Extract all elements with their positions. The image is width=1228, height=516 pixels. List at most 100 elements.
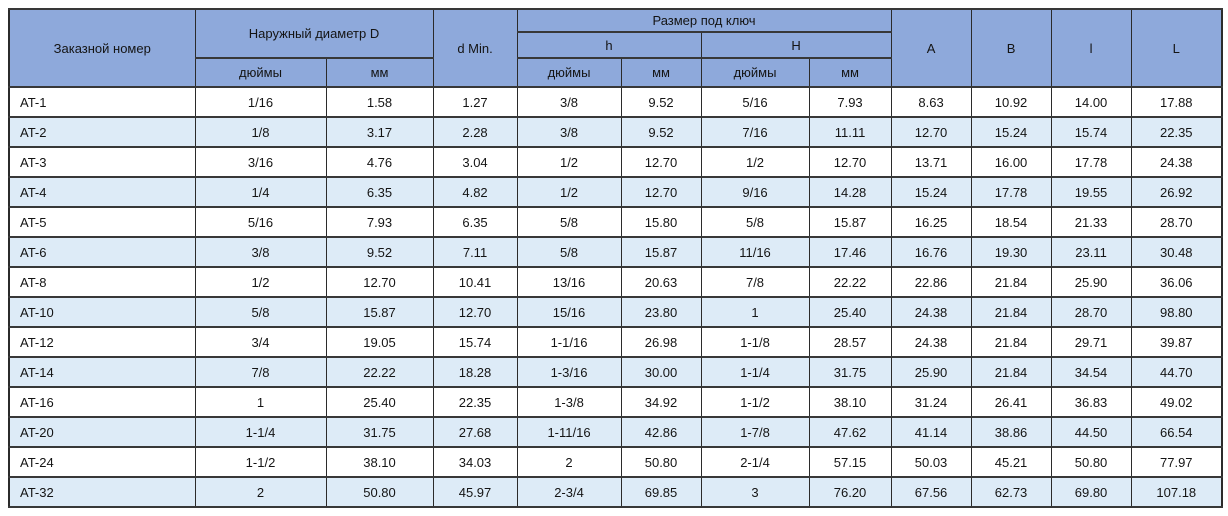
order-number-cell: AT-24 bbox=[8, 446, 196, 478]
header-l-small: l bbox=[1050, 8, 1132, 88]
h-big-inches-cell: 1-1/2 bbox=[700, 386, 810, 418]
table-row: AT-6 3/8 9.52 7.11 5/8 15.87 11/16 17.46… bbox=[8, 236, 1223, 268]
h-big-mm-cell: 11.11 bbox=[808, 116, 892, 148]
order-number-cell: AT-32 bbox=[8, 476, 196, 508]
h-big-mm-cell: 22.22 bbox=[808, 266, 892, 298]
d-min-cell: 6.35 bbox=[432, 206, 518, 238]
b-cell: 16.00 bbox=[970, 146, 1052, 178]
b-cell: 15.24 bbox=[970, 116, 1052, 148]
a-cell: 67.56 bbox=[890, 476, 972, 508]
h-small-inches-cell: 1-3/16 bbox=[516, 356, 622, 388]
outer-diameter-inches-cell: 1/4 bbox=[194, 176, 327, 208]
b-cell: 21.84 bbox=[970, 296, 1052, 328]
order-number-cell: AT-5 bbox=[8, 206, 196, 238]
a-cell: 22.86 bbox=[890, 266, 972, 298]
l-small-cell: 69.80 bbox=[1050, 476, 1132, 508]
h-big-inches-cell: 5/8 bbox=[700, 206, 810, 238]
order-number-cell: AT-12 bbox=[8, 326, 196, 358]
l-big-cell: 30.48 bbox=[1130, 236, 1223, 268]
order-number-cell: AT-20 bbox=[8, 416, 196, 448]
h-big-inches-cell: 3 bbox=[700, 476, 810, 508]
h-big-inches-cell: 5/16 bbox=[700, 86, 810, 118]
header-a: A bbox=[890, 8, 972, 88]
h-small-inches-cell: 1-11/16 bbox=[516, 416, 622, 448]
header-b: B bbox=[970, 8, 1052, 88]
h-small-inches-cell: 1/2 bbox=[516, 176, 622, 208]
d-min-cell: 10.41 bbox=[432, 266, 518, 298]
a-cell: 31.24 bbox=[890, 386, 972, 418]
l-big-cell: 66.54 bbox=[1130, 416, 1223, 448]
h-big-inches-cell: 11/16 bbox=[700, 236, 810, 268]
l-big-cell: 49.02 bbox=[1130, 386, 1223, 418]
outer-diameter-inches-cell: 3/8 bbox=[194, 236, 327, 268]
b-cell: 18.54 bbox=[970, 206, 1052, 238]
header-outer-diameter-d: Наружный диаметр D bbox=[194, 8, 434, 59]
order-number-cell: AT-16 bbox=[8, 386, 196, 418]
outer-diameter-mm-cell: 6.35 bbox=[325, 176, 434, 208]
l-small-cell: 28.70 bbox=[1050, 296, 1132, 328]
outer-diameter-mm-cell: 31.75 bbox=[325, 416, 434, 448]
l-small-cell: 17.78 bbox=[1050, 146, 1132, 178]
a-cell: 8.63 bbox=[890, 86, 972, 118]
b-cell: 10.92 bbox=[970, 86, 1052, 118]
a-cell: 50.03 bbox=[890, 446, 972, 478]
header-d-min: d Min. bbox=[432, 8, 518, 88]
outer-diameter-inches-cell: 5/16 bbox=[194, 206, 327, 238]
d-min-cell: 12.70 bbox=[432, 296, 518, 328]
d-min-cell: 22.35 bbox=[432, 386, 518, 418]
header-h-big: H bbox=[700, 31, 892, 59]
b-cell: 45.21 bbox=[970, 446, 1052, 478]
b-cell: 21.84 bbox=[970, 326, 1052, 358]
h-small-inches-cell: 5/8 bbox=[516, 206, 622, 238]
h-big-inches-cell: 1-7/8 bbox=[700, 416, 810, 448]
table-row: AT-2 1/8 3.17 2.28 3/8 9.52 7/16 11.11 1… bbox=[8, 116, 1223, 148]
outer-diameter-inches-cell: 3/4 bbox=[194, 326, 327, 358]
h-big-mm-cell: 14.28 bbox=[808, 176, 892, 208]
h-small-inches-cell: 1-1/16 bbox=[516, 326, 622, 358]
d-min-cell: 45.97 bbox=[432, 476, 518, 508]
l-big-cell: 17.88 bbox=[1130, 86, 1223, 118]
b-cell: 21.84 bbox=[970, 356, 1052, 388]
a-cell: 16.25 bbox=[890, 206, 972, 238]
l-big-cell: 24.38 bbox=[1130, 146, 1223, 178]
l-small-cell: 36.83 bbox=[1050, 386, 1132, 418]
l-small-cell: 50.80 bbox=[1050, 446, 1132, 478]
a-cell: 24.38 bbox=[890, 296, 972, 328]
h-small-mm-cell: 30.00 bbox=[620, 356, 702, 388]
table-row: AT-14 7/8 22.22 18.28 1-3/16 30.00 1-1/4… bbox=[8, 356, 1223, 388]
table-row: AT-10 5/8 15.87 12.70 15/16 23.80 1 25.4… bbox=[8, 296, 1223, 328]
h-big-mm-cell: 17.46 bbox=[808, 236, 892, 268]
h-small-mm-cell: 50.80 bbox=[620, 446, 702, 478]
table-row: AT-1 1/16 1.58 1.27 3/8 9.52 5/16 7.93 8… bbox=[8, 86, 1223, 118]
l-big-cell: 39.87 bbox=[1130, 326, 1223, 358]
b-cell: 17.78 bbox=[970, 176, 1052, 208]
d-min-cell: 18.28 bbox=[432, 356, 518, 388]
h-big-mm-cell: 28.57 bbox=[808, 326, 892, 358]
h-small-mm-cell: 42.86 bbox=[620, 416, 702, 448]
outer-diameter-mm-cell: 4.76 bbox=[325, 146, 434, 178]
l-small-cell: 14.00 bbox=[1050, 86, 1132, 118]
a-cell: 12.70 bbox=[890, 116, 972, 148]
order-number-cell: AT-1 bbox=[8, 86, 196, 118]
d-min-cell: 15.74 bbox=[432, 326, 518, 358]
outer-diameter-inches-cell: 7/8 bbox=[194, 356, 327, 388]
b-cell: 19.30 bbox=[970, 236, 1052, 268]
order-number-cell: AT-10 bbox=[8, 296, 196, 328]
a-cell: 25.90 bbox=[890, 356, 972, 388]
header-wrench-size: Размер под ключ bbox=[516, 8, 892, 33]
h-big-inches-cell: 1-1/4 bbox=[700, 356, 810, 388]
h-small-mm-cell: 15.87 bbox=[620, 236, 702, 268]
order-number-cell: AT-3 bbox=[8, 146, 196, 178]
table-row: AT-5 5/16 7.93 6.35 5/8 15.80 5/8 15.87 … bbox=[8, 206, 1223, 238]
table-row: AT-8 1/2 12.70 10.41 13/16 20.63 7/8 22.… bbox=[8, 266, 1223, 298]
l-small-cell: 21.33 bbox=[1050, 206, 1132, 238]
order-number-cell: AT-2 bbox=[8, 116, 196, 148]
b-cell: 38.86 bbox=[970, 416, 1052, 448]
h-small-mm-cell: 9.52 bbox=[620, 116, 702, 148]
fittings-dimension-table: Заказной номер Наружный диаметр D d Min.… bbox=[8, 8, 1224, 508]
outer-diameter-inches-cell: 1/2 bbox=[194, 266, 327, 298]
table-row: AT-20 1-1/4 31.75 27.68 1-11/16 42.86 1-… bbox=[8, 416, 1223, 448]
d-min-cell: 3.04 bbox=[432, 146, 518, 178]
h-small-inches-cell: 1/2 bbox=[516, 146, 622, 178]
l-small-cell: 29.71 bbox=[1050, 326, 1132, 358]
